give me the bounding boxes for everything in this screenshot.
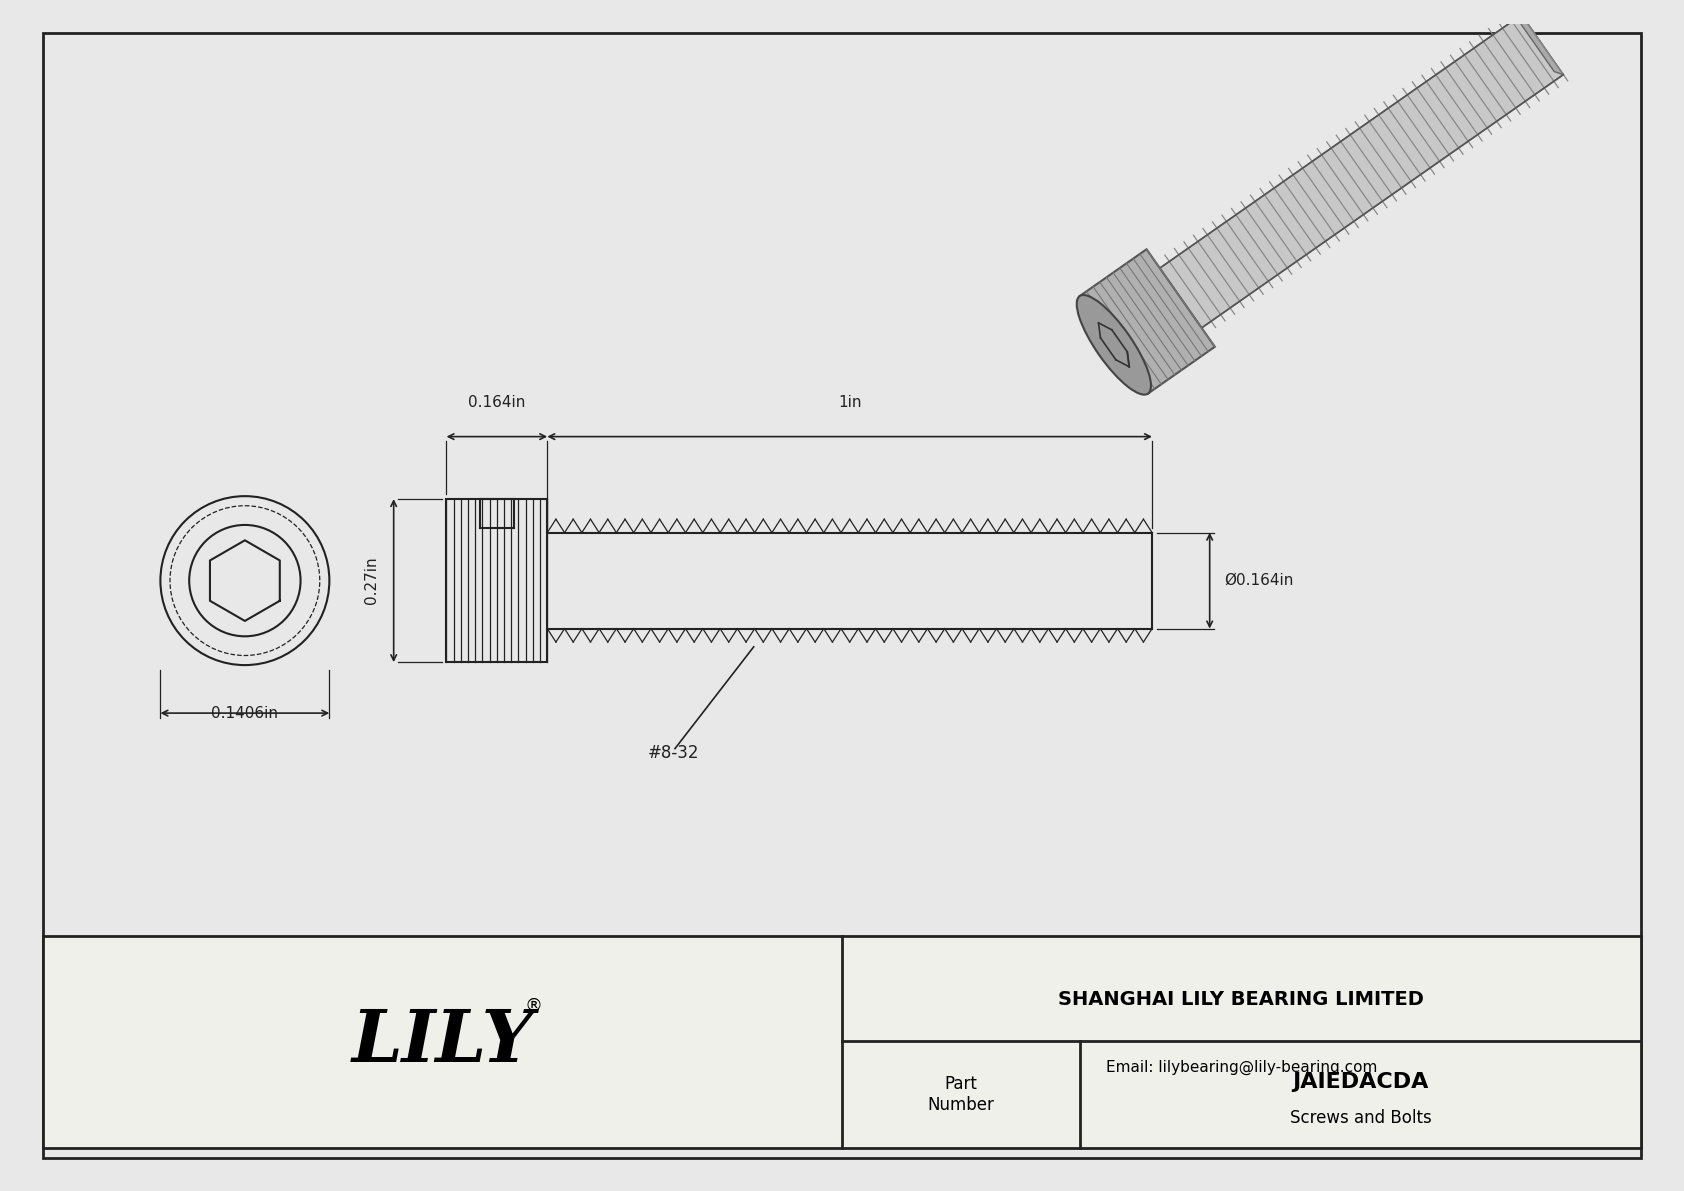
Text: 1in: 1in [839, 394, 862, 410]
Text: Ø0.164in: Ø0.164in [1224, 573, 1293, 588]
Polygon shape [1079, 249, 1214, 393]
Text: Part
Number: Part Number [928, 1075, 995, 1114]
Text: ®: ® [525, 997, 542, 1015]
Text: 0.164in: 0.164in [468, 394, 525, 410]
Text: 0.1406in: 0.1406in [212, 706, 278, 721]
Polygon shape [1521, 14, 1563, 75]
Ellipse shape [1076, 295, 1150, 394]
Text: Email: lilybearing@lily-bearing.com: Email: lilybearing@lily-bearing.com [1106, 1060, 1378, 1075]
Text: #8-32: #8-32 [648, 744, 699, 762]
Text: Screws and Bolts: Screws and Bolts [1290, 1109, 1431, 1127]
Bar [446, 499, 547, 662]
Text: SHANGHAI LILY BEARING LIMITED: SHANGHAI LILY BEARING LIMITED [1059, 990, 1425, 1009]
Text: JAIEDACDA: JAIEDACDA [1292, 1072, 1428, 1092]
Text: 0.27in: 0.27in [364, 557, 379, 605]
Text: LILY: LILY [352, 1006, 534, 1078]
Bar [44, 936, 1640, 1148]
Polygon shape [1160, 14, 1563, 328]
